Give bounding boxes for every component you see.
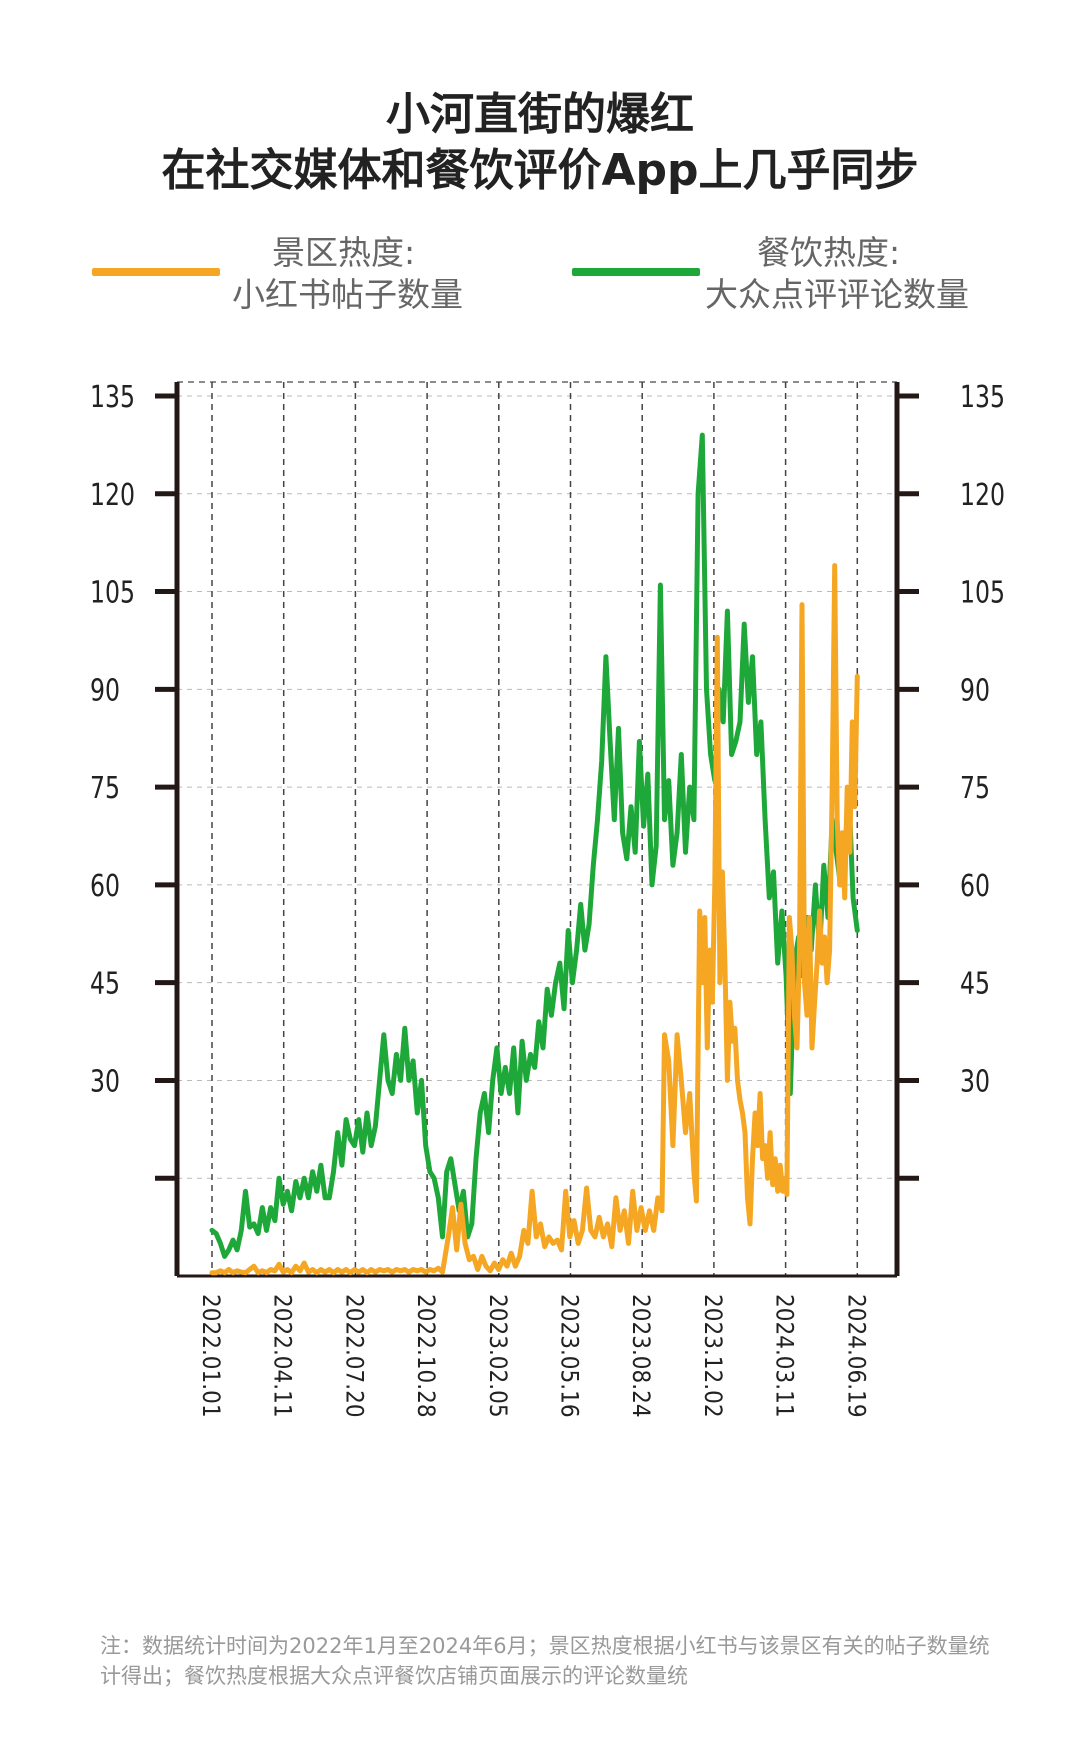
left-tick-label-4: 75: [90, 771, 120, 806]
left-tick-label-8: 135: [90, 380, 135, 415]
right-tick-label-1: 30: [960, 1064, 990, 1099]
x-tick-label-9: 2024.06.19: [842, 1294, 870, 1418]
left-tick-label-7: 120: [90, 478, 135, 513]
right-tick-label-8: 135: [960, 380, 1005, 415]
left-tick-label-6: 105: [90, 576, 135, 611]
right-tick-label-2: 45: [960, 967, 990, 1002]
x-tick-label-4: 2023.02.05: [484, 1294, 512, 1418]
x-tick-label-0: 2022.01.01: [197, 1294, 225, 1418]
right-tick-label-6: 105: [960, 576, 1005, 611]
left-tick-label-2: 45: [90, 967, 120, 1002]
x-tick-label-7: 2023.12.02: [699, 1294, 727, 1418]
x-tick-label-1: 2022.04.11: [269, 1294, 297, 1418]
x-tick-label-3: 2022.10.28: [412, 1294, 440, 1418]
left-tick-label-1: 30: [90, 1064, 120, 1099]
chart-title-line2: 在社交媒体和餐饮评价App上几乎同步: [161, 145, 919, 196]
x-tick-label-6: 2023.08.24: [627, 1294, 655, 1418]
legend-orange-label-2: 小红书帖子数量: [232, 275, 463, 314]
legend-green-label-2: 大众点评评论数量: [705, 275, 969, 314]
series-xiaohongshu-line: [209, 563, 860, 1276]
legend-green-line: [572, 268, 700, 276]
x-tick-label-2: 2022.07.20: [340, 1294, 368, 1418]
left-tick-label-3: 60: [90, 869, 120, 904]
x-tick-label-8: 2024.03.11: [771, 1294, 799, 1418]
legend-orange-line: [92, 268, 220, 276]
chart-title-line1: 小河直街的爆红: [386, 89, 694, 140]
series-dianping-line: [209, 432, 860, 1259]
right-tick-label-7: 120: [960, 478, 1005, 513]
right-tick-label-3: 60: [960, 869, 990, 904]
footnote: 注：数据统计时间为2022年1月至2024年6月；景区热度根据小红书与该景区有关…: [100, 1634, 990, 1688]
left-tick-label-5: 90: [90, 673, 120, 708]
right-tick-label-4: 75: [960, 771, 990, 806]
legend-orange-label-1: 景区热度:: [272, 233, 416, 272]
legend-green-label-1: 餐饮热度:: [757, 233, 901, 272]
x-tick-label-5: 2023.05.16: [556, 1294, 584, 1418]
right-tick-label-5: 90: [960, 673, 990, 708]
